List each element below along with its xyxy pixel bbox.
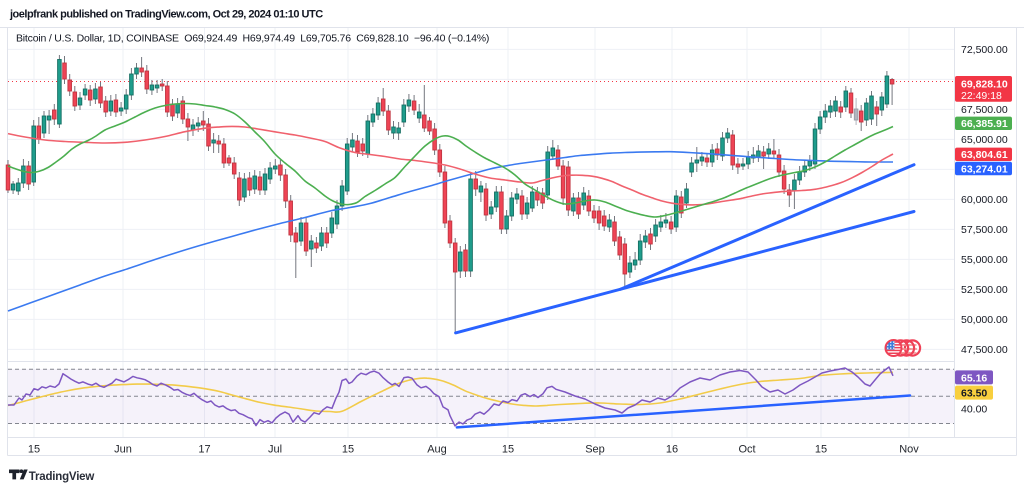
svg-text:Aug: Aug [427, 444, 447, 456]
svg-text:15: 15 [28, 444, 40, 456]
svg-text:65,000.00: 65,000.00 [961, 134, 1008, 146]
svg-text:15: 15 [342, 444, 354, 456]
svg-text:15: 15 [815, 444, 827, 456]
svg-text:17: 17 [198, 444, 210, 456]
svg-text:Jun: Jun [114, 444, 132, 456]
svg-text:65.16: 65.16 [961, 372, 987, 384]
svg-text:Sep: Sep [585, 444, 605, 456]
svg-text:joelpfrank published on Tradin: joelpfrank published on TradingView.com,… [9, 9, 323, 21]
svg-text:57,500.00: 57,500.00 [961, 224, 1008, 236]
svg-text:60,000.00: 60,000.00 [961, 194, 1008, 206]
svg-text:16: 16 [666, 444, 678, 456]
svg-text:15: 15 [502, 444, 514, 456]
svg-text:Jul: Jul [268, 444, 282, 456]
svg-text:Nov: Nov [899, 444, 919, 456]
svg-text:63,274.01: 63,274.01 [961, 163, 1008, 175]
svg-text:72,500.00: 72,500.00 [961, 44, 1008, 56]
svg-text:50,000.00: 50,000.00 [961, 314, 1008, 326]
svg-text:66,385.91: 66,385.91 [961, 118, 1008, 130]
svg-text:TradingView: TradingView [29, 471, 95, 483]
svg-text:63.50: 63.50 [961, 388, 987, 400]
svg-text:47,500.00: 47,500.00 [961, 344, 1008, 356]
svg-text:22:49:18: 22:49:18 [961, 90, 1002, 102]
svg-text:63,804.61: 63,804.61 [961, 149, 1008, 161]
svg-text:55,000.00: 55,000.00 [961, 254, 1008, 266]
svg-text:67,500.00: 67,500.00 [961, 104, 1008, 116]
svg-text:Bitcoin / U.S. Dollar, 1D, COI: Bitcoin / U.S. Dollar, 1D, COINBASE O69,… [16, 33, 489, 45]
svg-text:52,500.00: 52,500.00 [961, 284, 1008, 296]
svg-text:40.00: 40.00 [961, 404, 987, 416]
svg-text:Oct: Oct [738, 444, 755, 456]
svg-text:69,828.10: 69,828.10 [961, 78, 1008, 90]
